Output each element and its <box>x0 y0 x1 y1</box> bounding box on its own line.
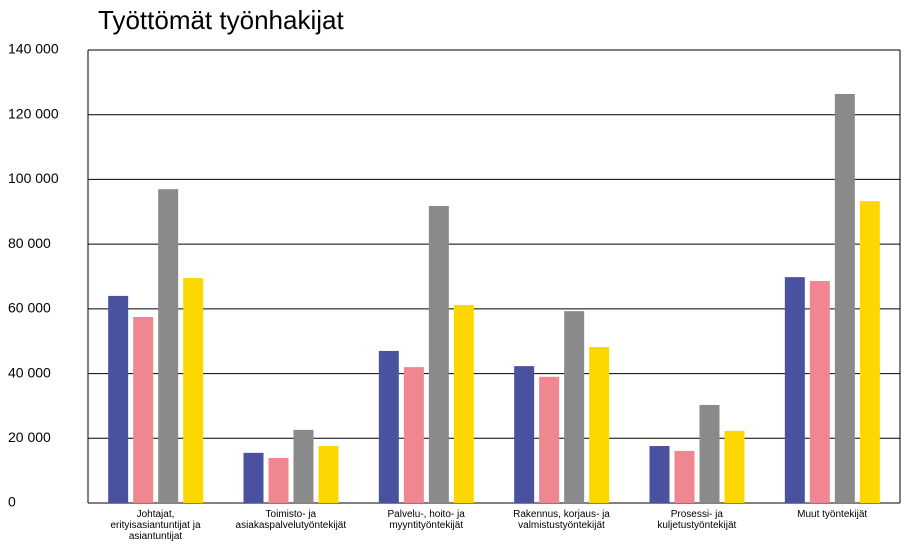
bar <box>243 452 264 503</box>
bar <box>724 430 745 503</box>
x-tick-label: Rakennus, korjaus- ja valmistustyöntekij… <box>513 509 610 531</box>
chart-title: Työttömät työnhakijat <box>98 5 344 35</box>
bar <box>378 350 399 503</box>
y-tick-label: 60 000 <box>8 300 51 316</box>
bar <box>183 278 204 503</box>
y-tick-label: 80 000 <box>8 235 51 251</box>
bar <box>539 376 560 503</box>
y-tick-label: 0 <box>8 494 16 510</box>
x-tick-label: Johtajat, erityisasiantuntijat ja asiant… <box>110 509 201 542</box>
x-tick-label: Prosessi- ja kuljetustyöntekijät <box>657 509 737 531</box>
bar <box>834 94 855 504</box>
bar <box>514 366 535 503</box>
bar <box>133 316 154 503</box>
bar <box>293 429 314 503</box>
bar <box>859 201 880 504</box>
bar <box>809 281 830 503</box>
y-tick-label: 140 000 <box>8 41 59 57</box>
x-tick-label: Palvelu-, hoito- ja myyntityöntekijät <box>387 509 465 531</box>
y-tick-label: 40 000 <box>8 364 51 380</box>
bar <box>784 277 805 503</box>
bar <box>428 205 449 503</box>
bar <box>564 311 585 503</box>
y-tick-label: 20 000 <box>8 429 51 445</box>
bar <box>674 450 695 503</box>
bar <box>268 458 289 503</box>
y-tick-label: 100 000 <box>8 170 59 186</box>
y-tick-label: 120 000 <box>8 105 59 121</box>
bar <box>649 446 670 503</box>
bar <box>589 347 610 503</box>
bar <box>699 404 720 503</box>
bar <box>158 189 179 503</box>
x-tick-label: Muut työntekijät <box>797 509 868 520</box>
bar <box>403 367 424 503</box>
bar <box>453 304 474 503</box>
x-tick-label: Toimisto- ja asiakaspalvelutyöntekijät <box>235 509 347 531</box>
bar <box>318 446 339 503</box>
bar <box>108 295 129 503</box>
